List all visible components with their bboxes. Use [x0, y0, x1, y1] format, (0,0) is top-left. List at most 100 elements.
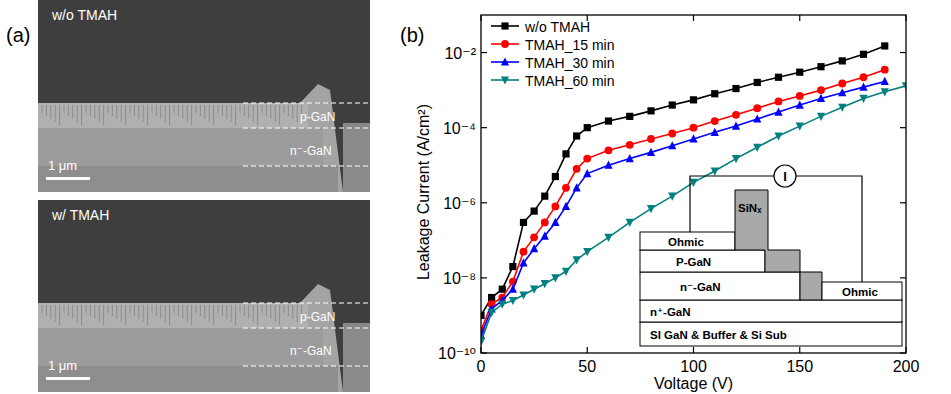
sem-texture	[297, 305, 298, 322]
sem-texture	[112, 305, 113, 316]
sem-texture	[266, 305, 267, 316]
marker	[488, 294, 495, 301]
marker	[499, 286, 506, 293]
marker	[881, 42, 888, 49]
marker	[647, 107, 654, 114]
marker	[817, 113, 825, 121]
sem-texture	[94, 105, 95, 119]
y-tick	[481, 52, 487, 53]
marker	[689, 179, 697, 187]
sem-texture	[64, 305, 65, 313]
sem-texture	[284, 305, 285, 313]
marker	[753, 144, 761, 152]
sem-texture	[196, 305, 197, 313]
sem-texture	[266, 105, 267, 116]
marker	[519, 291, 527, 299]
marker	[519, 258, 527, 266]
marker	[860, 73, 868, 81]
sem-texture	[130, 305, 131, 313]
sem-texture	[222, 305, 223, 316]
sem-n-layer	[38, 128, 323, 166]
layer-boundary	[243, 102, 368, 103]
plot-frame	[481, 15, 906, 353]
marker	[796, 123, 804, 131]
marker	[573, 256, 581, 264]
marker	[711, 167, 719, 175]
y-tick	[900, 352, 906, 353]
sem-texture	[288, 305, 289, 316]
sem-texture	[235, 305, 236, 325]
sem-texture	[253, 305, 254, 322]
marker	[753, 114, 761, 122]
marker	[775, 74, 782, 81]
sem-label: w/ TMAH	[51, 207, 109, 223]
x-tick	[799, 15, 800, 21]
layer-boundary	[243, 302, 368, 303]
sem-texture	[275, 105, 276, 122]
layer-boundary	[243, 165, 368, 166]
sem-face	[38, 84, 343, 192]
sem-texture	[138, 305, 139, 319]
marker	[604, 161, 612, 169]
sem-texture	[77, 305, 78, 322]
inset-label: Ohmic	[842, 286, 878, 298]
contact-right	[822, 282, 902, 300]
sem-label: w/o TMAH	[51, 7, 117, 23]
marker	[796, 69, 803, 76]
marker	[817, 63, 824, 70]
marker	[859, 95, 867, 103]
marker	[498, 301, 506, 309]
marker	[838, 80, 846, 88]
sem-texture	[174, 305, 175, 313]
marker	[520, 219, 527, 226]
layer-boundary	[243, 365, 368, 366]
legend-marker	[501, 40, 509, 48]
sem-texture	[125, 105, 126, 125]
inset-label: Ohmic	[668, 236, 704, 248]
sem-texture	[143, 305, 144, 322]
sem-texture	[42, 305, 43, 313]
marker	[817, 86, 825, 94]
marker	[732, 122, 740, 130]
marker	[690, 96, 697, 103]
sem-texture	[68, 305, 69, 316]
x-tick	[480, 15, 481, 21]
sem-texture	[253, 105, 254, 122]
sem-texture	[156, 105, 157, 116]
wire	[796, 176, 862, 282]
sem-mesa-floor	[343, 323, 370, 392]
sem-texture	[244, 305, 245, 316]
sem-texture	[178, 305, 179, 316]
legend-marker	[501, 57, 509, 65]
marker	[838, 104, 846, 112]
sem-texture	[103, 305, 104, 325]
sem-texture	[218, 305, 219, 313]
sem-texture	[174, 105, 175, 113]
sem-texture	[191, 105, 192, 125]
y-tick	[481, 127, 487, 128]
legend-label: TMAH_15 min	[525, 37, 614, 53]
marker	[573, 165, 581, 173]
wire	[690, 176, 774, 232]
scale-bar	[46, 177, 90, 180]
sem-texture	[200, 105, 201, 116]
sem-n-layer	[38, 328, 323, 366]
marker	[520, 248, 528, 256]
marker	[732, 85, 739, 92]
marker	[509, 263, 516, 270]
y-tick-label: 10⁻⁴	[443, 120, 476, 137]
sem-p-layer	[38, 303, 308, 328]
sem-texture	[59, 105, 60, 125]
sem-texture	[46, 305, 47, 316]
sem-texture	[86, 105, 87, 113]
sem-texture	[218, 105, 219, 113]
x-tick	[693, 347, 694, 353]
x-tick-label: 150	[786, 358, 813, 375]
x-tick	[693, 15, 694, 21]
sem-texture	[160, 305, 161, 319]
legend-marker	[501, 22, 508, 29]
sem-texture	[209, 105, 210, 122]
sem-texture	[112, 105, 113, 116]
layer-label: p-GaN	[300, 310, 335, 324]
marker	[881, 88, 889, 96]
